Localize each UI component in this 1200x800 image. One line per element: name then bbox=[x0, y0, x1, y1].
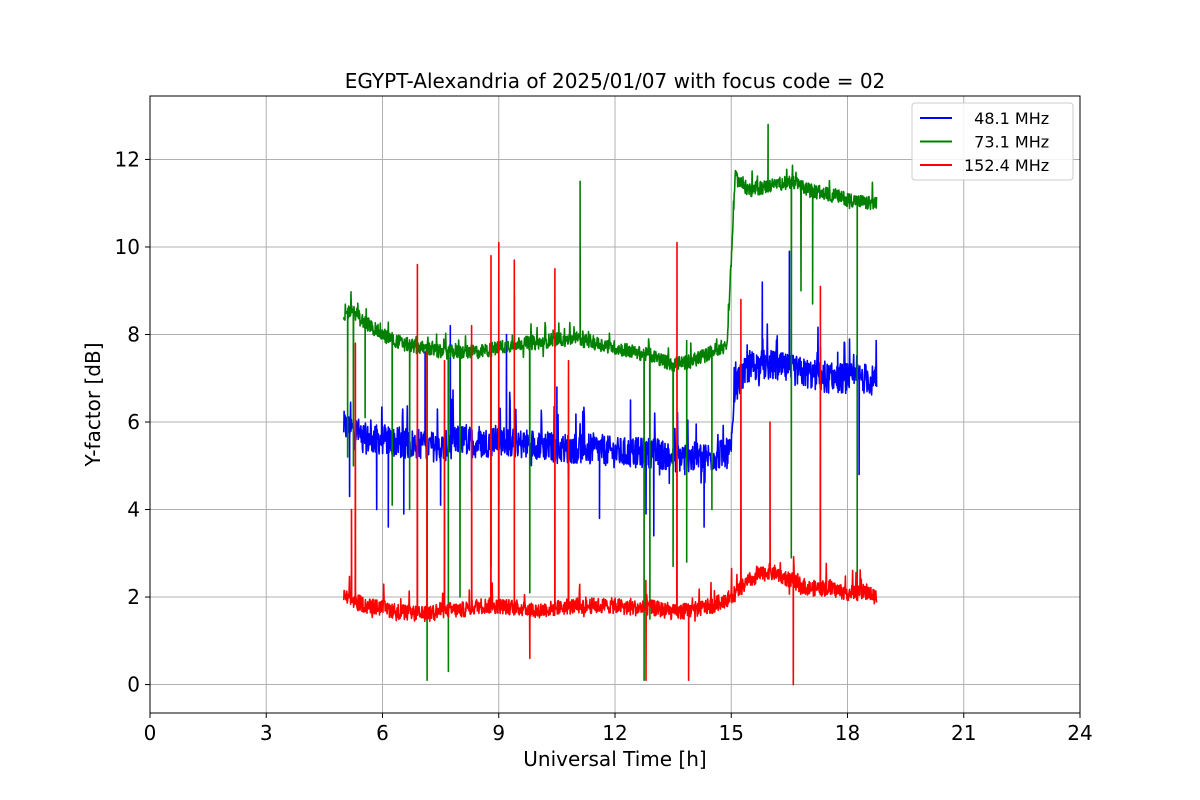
grid bbox=[149, 96, 1081, 713]
y-axis-label: Y-factor [dB] bbox=[81, 342, 105, 467]
x-tick-label: 24 bbox=[1067, 721, 1092, 745]
y-tick-label: 4 bbox=[127, 498, 140, 522]
series-line-0 bbox=[343, 250, 878, 537]
x-tick-label: 0 bbox=[144, 721, 157, 745]
x-axis-label: Universal Time [h] bbox=[523, 747, 706, 771]
x-tick-label: 21 bbox=[951, 721, 976, 745]
x-tick-label: 9 bbox=[492, 721, 505, 745]
series-line-1 bbox=[343, 123, 878, 681]
y-tick-label: 8 bbox=[127, 322, 140, 346]
x-tick-label: 12 bbox=[602, 721, 627, 745]
x-tick-label: 15 bbox=[719, 721, 744, 745]
y-axis-ticks: 0 2 4 6 8 10 12 bbox=[115, 147, 150, 697]
x-tick-label: 6 bbox=[376, 721, 389, 745]
y-tick-label: 10 bbox=[115, 235, 140, 259]
series-line-2 bbox=[343, 241, 878, 686]
y-tick-label: 6 bbox=[127, 410, 140, 434]
legend: 48.1 MHz 73.1 MHz 152.4 MHz bbox=[911, 102, 1074, 181]
x-tick-label: 3 bbox=[260, 721, 273, 745]
plot-series bbox=[343, 123, 878, 686]
legend-entry: 48.1 MHz bbox=[964, 109, 1049, 128]
legend-entry: 73.1 MHz bbox=[964, 133, 1049, 152]
chart-title: EGYPT-Alexandria of 2025/01/07 with focu… bbox=[345, 69, 886, 93]
y-tick-label: 0 bbox=[127, 673, 140, 697]
x-tick-label: 18 bbox=[835, 721, 860, 745]
legend-entry: 152.4 MHz bbox=[964, 156, 1049, 175]
y-tick-label: 2 bbox=[127, 585, 140, 609]
legend-box bbox=[911, 102, 1074, 181]
x-axis-ticks: 0 3 6 9 12 15 18 21 24 bbox=[144, 713, 1093, 745]
y-tick-label: 12 bbox=[115, 147, 140, 171]
